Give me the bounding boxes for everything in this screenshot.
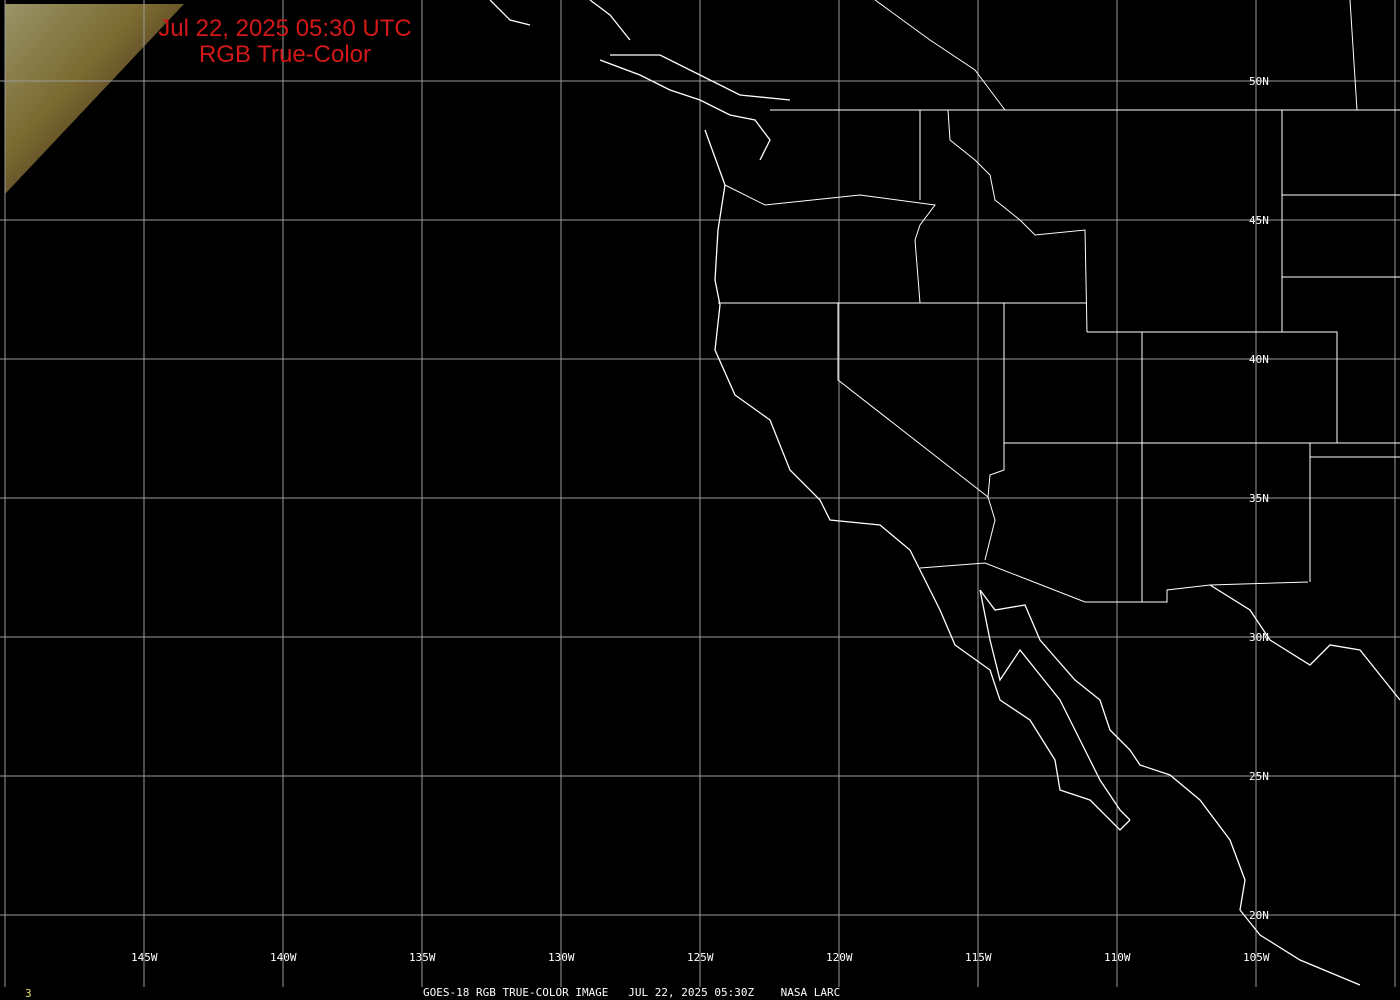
lon-label: 145W — [131, 951, 158, 964]
lat-label: 45N — [1249, 214, 1269, 227]
lat-label: 35N — [1249, 492, 1269, 505]
lon-label: 110W — [1104, 951, 1131, 964]
lat-label: 20N — [1249, 909, 1269, 922]
title-product: RGB True-Color — [198, 41, 372, 68]
lon-label: 130W — [548, 951, 575, 964]
satellite-imagery-patch — [5, 4, 184, 194]
lat-label: 25N — [1249, 770, 1269, 783]
lat-label: 40N — [1249, 353, 1269, 366]
lat-label: 50N — [1249, 75, 1269, 88]
state-borders — [718, 0, 1400, 603]
lon-label: 140W — [270, 951, 297, 964]
lon-label: 125W — [687, 951, 714, 964]
coastlines — [489, 0, 1400, 986]
lon-label: 135W — [409, 951, 436, 964]
footer-caption: GOES-18 RGB TRUE-COLOR IMAGE JUL 22, 202… — [423, 986, 841, 999]
lon-label: 120W — [826, 951, 853, 964]
lon-label: 115W — [965, 951, 992, 964]
lat-label: 30N — [1249, 631, 1269, 644]
lon-label: 105W — [1243, 951, 1270, 964]
title-datetime: Jul 22, 2025 05:30 UTC — [158, 15, 412, 42]
frame-number: 3 — [25, 987, 32, 1000]
